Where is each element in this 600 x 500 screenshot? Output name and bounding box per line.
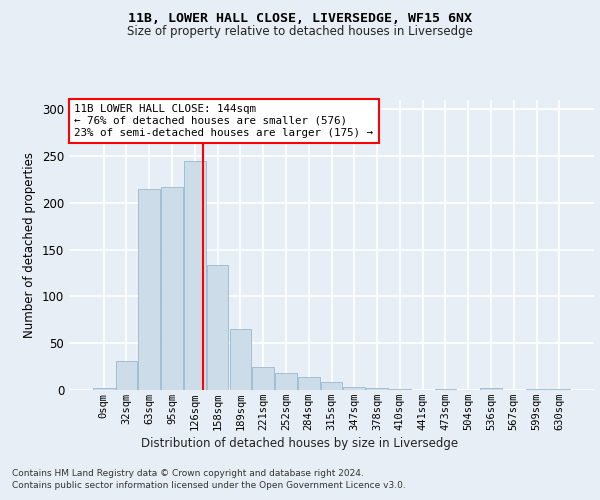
Bar: [253, 366, 274, 390]
Bar: [366, 388, 388, 390]
Text: Size of property relative to detached houses in Liversedge: Size of property relative to detached ho…: [127, 25, 473, 38]
Bar: [184, 161, 206, 390]
Bar: [526, 389, 547, 390]
Text: Contains public sector information licensed under the Open Government Licence v3: Contains public sector information licen…: [12, 481, 406, 490]
Bar: [320, 382, 343, 390]
Bar: [207, 264, 229, 390]
Text: Distribution of detached houses by size in Liversedge: Distribution of detached houses by size …: [142, 438, 458, 450]
Text: 11B LOWER HALL CLOSE: 144sqm
← 76% of detached houses are smaller (576)
23% of s: 11B LOWER HALL CLOSE: 144sqm ← 76% of de…: [74, 104, 373, 138]
Bar: [548, 389, 570, 390]
Bar: [389, 389, 410, 390]
Y-axis label: Number of detached properties: Number of detached properties: [23, 152, 37, 338]
Bar: [275, 373, 297, 390]
Bar: [93, 388, 115, 390]
Bar: [298, 377, 320, 390]
Bar: [480, 388, 502, 390]
Bar: [139, 189, 160, 390]
Bar: [116, 361, 137, 390]
Bar: [161, 187, 183, 390]
Text: Contains HM Land Registry data © Crown copyright and database right 2024.: Contains HM Land Registry data © Crown c…: [12, 469, 364, 478]
Bar: [434, 389, 456, 390]
Text: 11B, LOWER HALL CLOSE, LIVERSEDGE, WF15 6NX: 11B, LOWER HALL CLOSE, LIVERSEDGE, WF15 …: [128, 12, 472, 26]
Bar: [230, 329, 251, 390]
Bar: [343, 387, 365, 390]
